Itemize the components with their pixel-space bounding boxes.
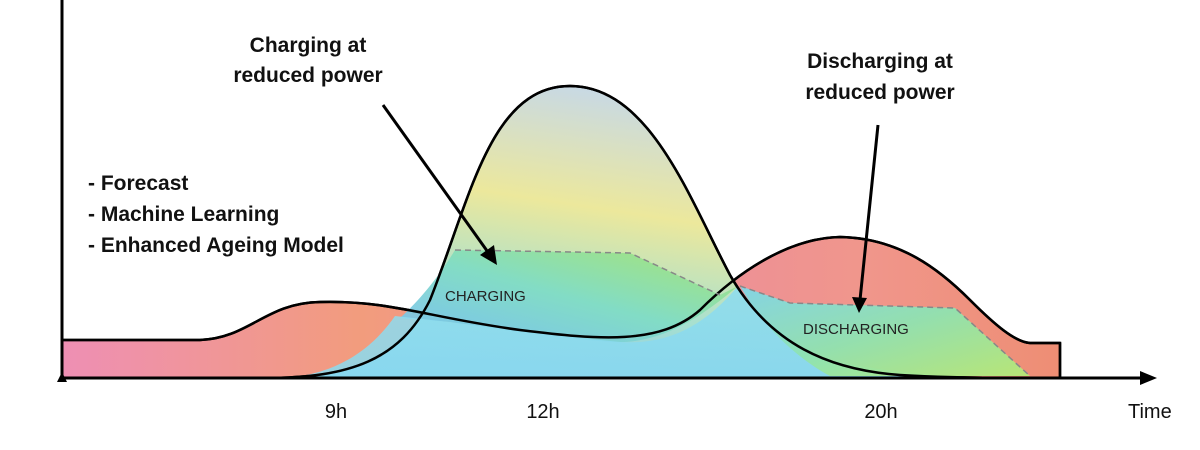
solar-curve-outline bbox=[264, 84, 1031, 380]
charging-region-label: CHARGING bbox=[445, 288, 526, 305]
discharging-annotation-arrow bbox=[858, 124, 880, 301]
solar-excess-region bbox=[280, 286, 1000, 378]
x-axis-arrowhead bbox=[1140, 371, 1157, 385]
discharging-annotation-line-1: Discharging at bbox=[807, 50, 953, 73]
feature-forecast: - Forecast bbox=[88, 172, 188, 195]
charging-annotation-line-1: Charging at bbox=[250, 34, 367, 57]
charging-arrowhead bbox=[480, 245, 497, 265]
x-tick-9h: 9h bbox=[325, 401, 347, 423]
charging-annotation-line-2: reduced power bbox=[233, 64, 382, 87]
feature-ageing-model: - Enhanced Ageing Model bbox=[88, 234, 344, 257]
discharging-annotation-line-2: reduced power bbox=[805, 81, 954, 104]
discharging-region-label: DISCHARGING bbox=[803, 321, 909, 338]
y-axis-arrowhead bbox=[57, 372, 67, 382]
x-axis-label: Time bbox=[1128, 401, 1172, 423]
charging-annotation-arrow bbox=[381, 104, 492, 256]
feature-machine-learning: - Machine Learning bbox=[88, 203, 279, 226]
discharging-arrowhead bbox=[852, 297, 867, 313]
consumption-curve-outline bbox=[62, 235, 1062, 378]
charging-region bbox=[400, 250, 738, 343]
charging-limit-dashed bbox=[454, 249, 721, 296]
discharging-limit-dashed bbox=[739, 285, 1031, 377]
x-tick-12h: 12h bbox=[526, 401, 559, 423]
x-tick-20h: 20h bbox=[864, 401, 897, 423]
